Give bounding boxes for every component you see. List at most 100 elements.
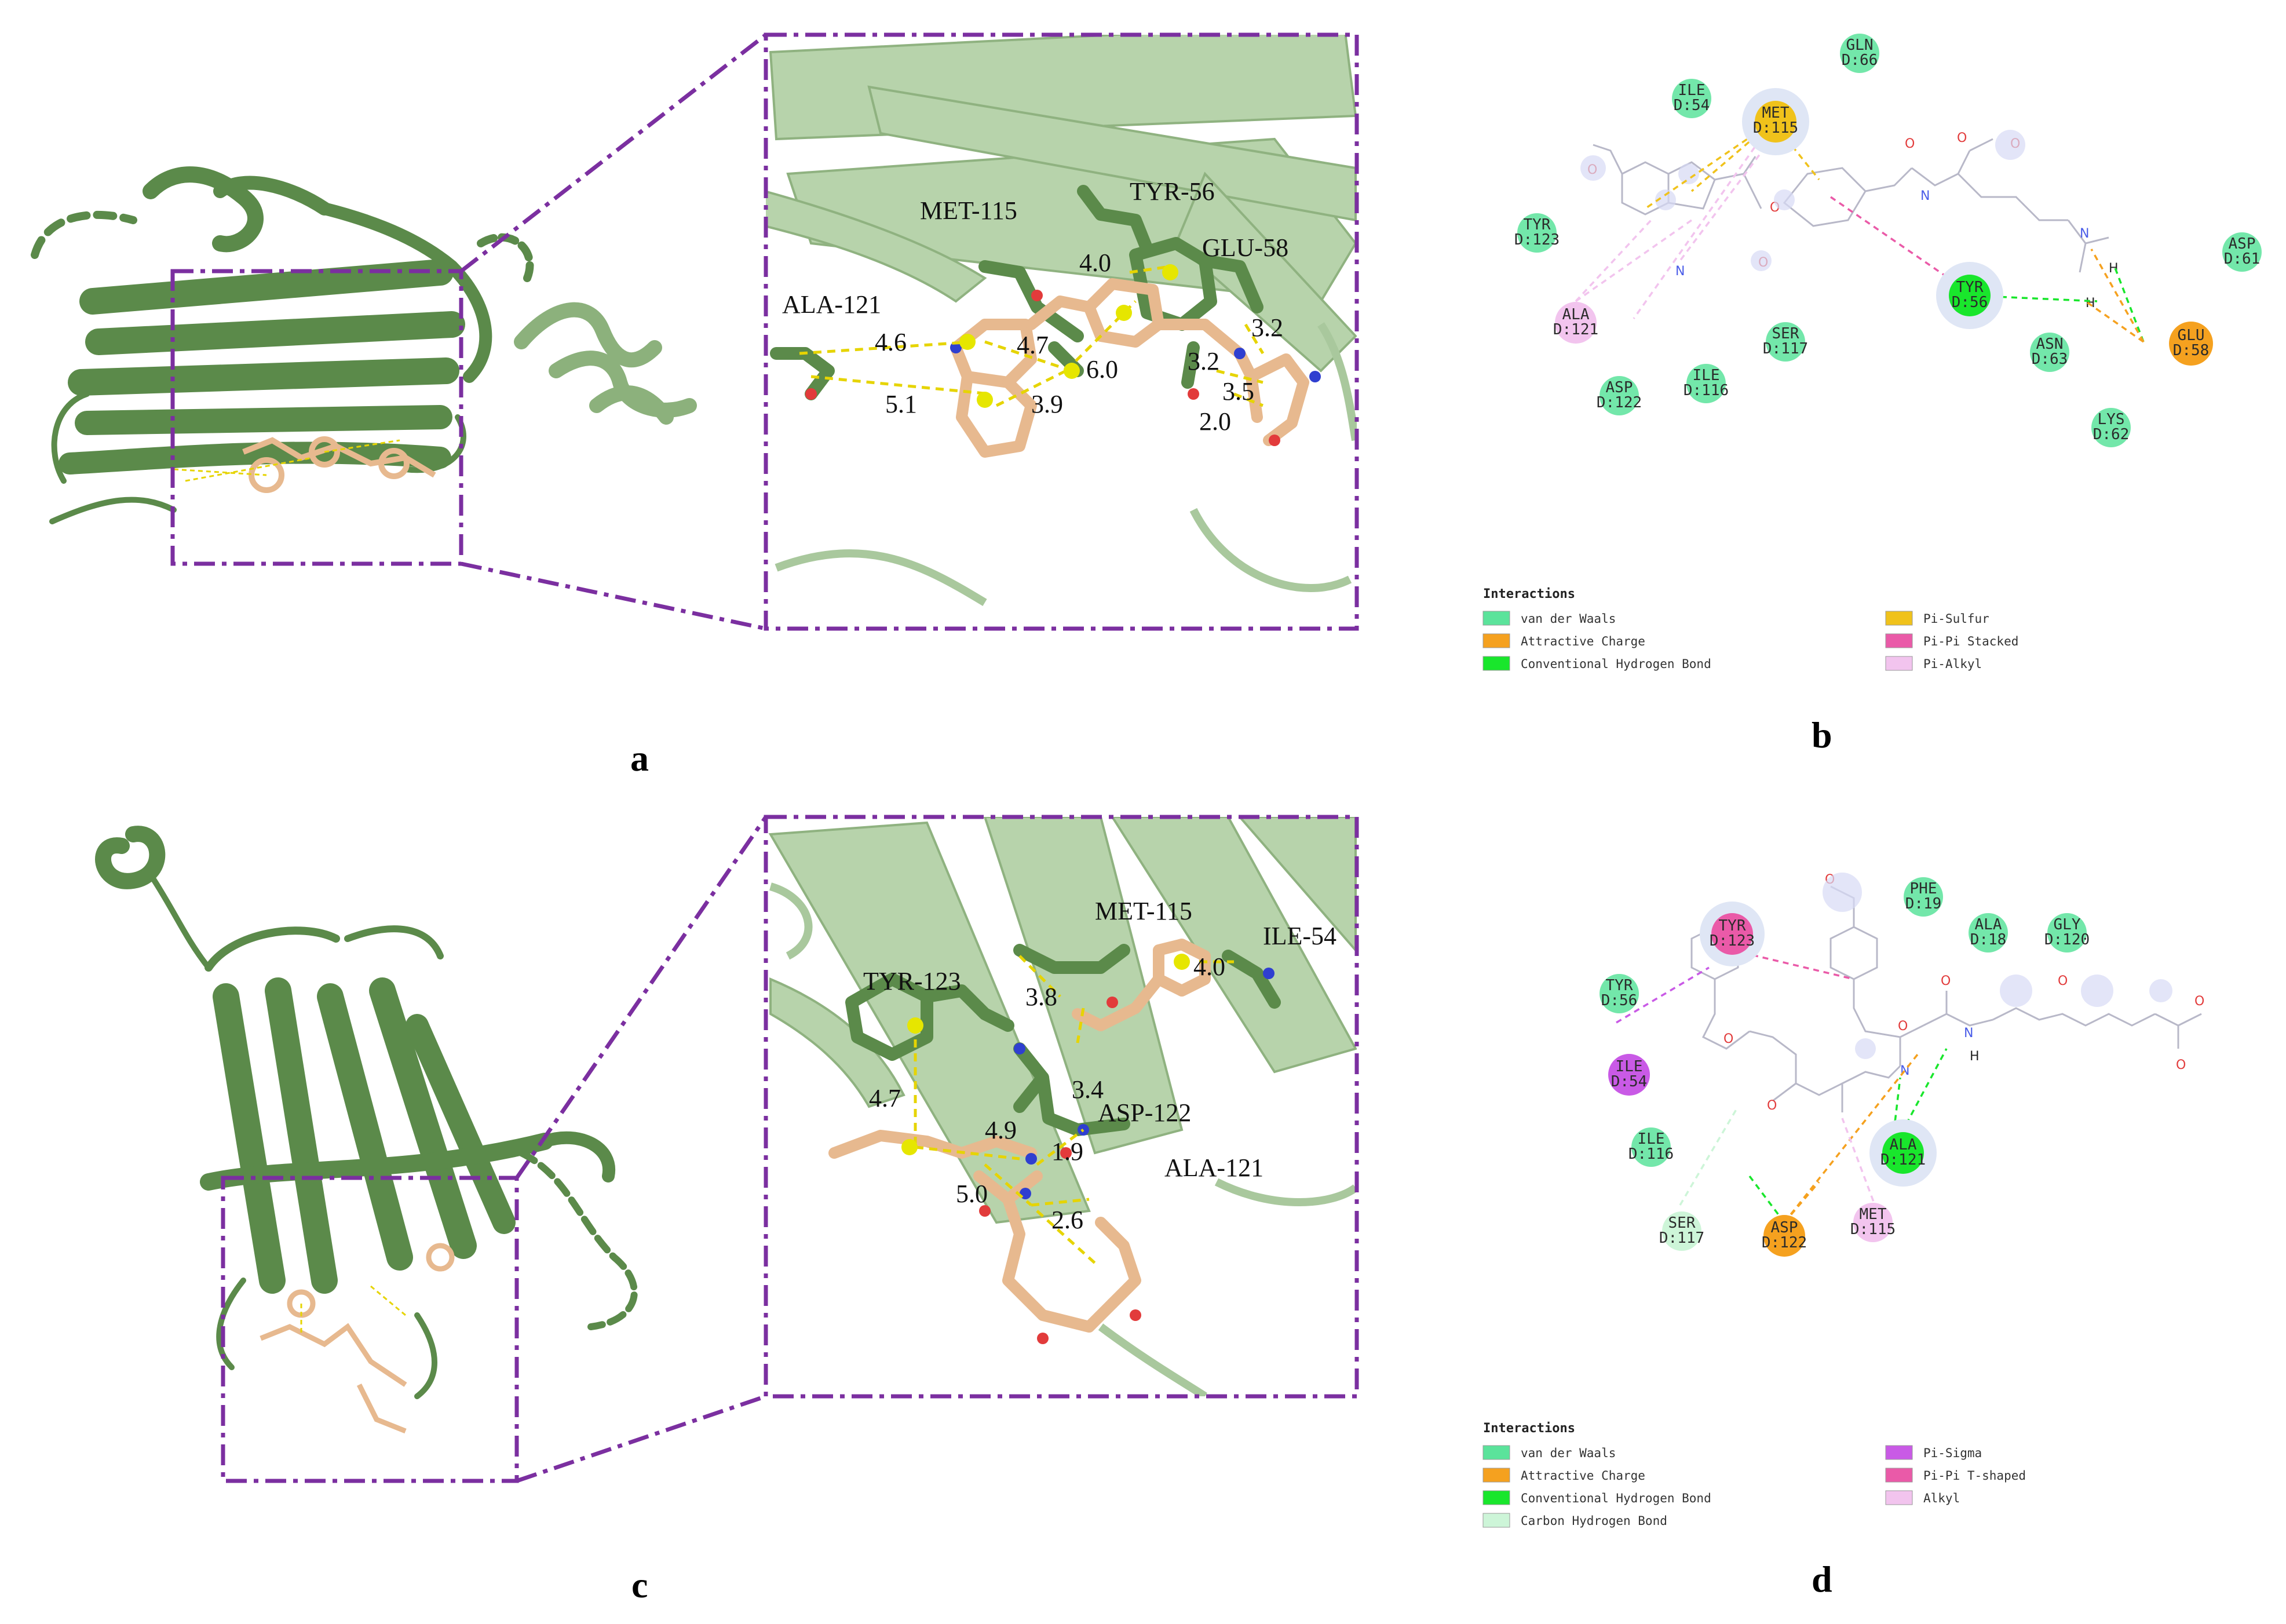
overview-ligand-c <box>260 1243 455 1434</box>
distance-label-a: 3.5 <box>1222 377 1254 406</box>
svg-text:Attractive Charge: Attractive Charge <box>1521 1469 1645 1483</box>
zoom-view-c <box>764 815 1359 1399</box>
svg-text:D:54: D:54 <box>1611 1073 1648 1090</box>
svg-text:GLN: GLN <box>1846 37 1874 54</box>
svg-text:van der Waals: van der Waals <box>1521 1446 1616 1460</box>
panel-b: O N O O N O O O N H H <box>1460 0 2286 805</box>
svg-text:D:54: D:54 <box>1674 97 1710 114</box>
legend-item-d: Pi-Sigma <box>1885 1445 1982 1460</box>
svg-text:Alkyl: Alkyl <box>1923 1491 1960 1505</box>
residue-ball-b: GLN D:66 <box>1840 34 1879 73</box>
svg-text:D:120: D:120 <box>2044 931 2090 948</box>
legend-title-b: Interactions <box>1483 587 1575 601</box>
svg-text:Pi-Alkyl: Pi-Alkyl <box>1923 657 1982 671</box>
svg-text:H: H <box>2086 296 2095 311</box>
zoom-view-a <box>764 32 1359 631</box>
residue-ball-d: SER D:117 <box>1659 1211 1704 1251</box>
svg-text:D:66: D:66 <box>1842 52 1878 69</box>
svg-text:O: O <box>1898 1019 1908 1034</box>
legend-title-d: Interactions <box>1483 1421 1575 1436</box>
svg-text:O: O <box>2194 994 2204 1009</box>
zoom-line-bottom-a <box>461 561 766 631</box>
svg-text:H: H <box>1970 1049 1980 1064</box>
ligand-skeleton-b <box>1593 138 2109 273</box>
panel-label-d: d <box>1812 1559 1832 1600</box>
svg-text:MET: MET <box>1762 104 1790 122</box>
svg-text:Pi-Pi Stacked: Pi-Pi Stacked <box>1923 634 2018 648</box>
legend-item-d: Attractive Charge <box>1482 1468 1645 1483</box>
svg-text:ASN: ASN <box>2036 335 2064 353</box>
svg-text:TYR: TYR <box>1524 216 1551 233</box>
svg-text:O: O <box>1723 1032 1733 1046</box>
ligand-skeleton-d <box>1690 885 2202 1112</box>
svg-text:D:115: D:115 <box>1850 1221 1896 1238</box>
svg-text:Attractive Charge: Attractive Charge <box>1521 634 1645 648</box>
panel-c: MET-115 ILE-54 TYR-123 ASP-122 ALA-121 3… <box>0 805 1402 1624</box>
distance-label-c: 1.9 <box>1051 1137 1083 1166</box>
overview-ligand-a <box>242 436 436 493</box>
svg-text:N: N <box>2080 227 2089 241</box>
overview-box-c <box>221 1176 519 1483</box>
svg-text:TYR: TYR <box>1956 279 1984 296</box>
svg-text:D:123: D:123 <box>1710 932 1755 950</box>
residue-ball-d: ASP D:122 <box>1762 1215 1807 1257</box>
residue-label-ala121-c: ALA-121 <box>1164 1154 1263 1182</box>
legend-item-b: Pi-Pi Stacked <box>1885 633 2018 648</box>
residue-label-ala121-a: ALA-121 <box>782 290 881 319</box>
svg-text:D:115: D:115 <box>1753 119 1798 137</box>
svg-text:N: N <box>1964 1026 1973 1041</box>
overview-contacts-a <box>173 439 400 482</box>
residue-ball-b: TYR D:123 <box>1514 213 1560 253</box>
atom-halos-b <box>1580 130 2025 271</box>
svg-text:ASP: ASP <box>2229 235 2256 253</box>
distance-label-a: 4.7 <box>1017 331 1049 359</box>
residue-ball-b: ASP D:61 <box>2222 232 2262 272</box>
residue-label-glu58-a: GLU-58 <box>1202 233 1288 262</box>
legend-item-b: Pi-Sulfur <box>1885 611 1989 626</box>
residue-ball-b: SER D:117 <box>1763 322 1808 362</box>
distance-label-a: 5.1 <box>885 390 917 418</box>
residue-ball-b: LYS D:62 <box>2091 408 2131 447</box>
distance-label-a: 3.9 <box>1031 390 1063 418</box>
distance-label-c: 4.0 <box>1193 952 1225 981</box>
residue-label-met115-c: MET-115 <box>1095 897 1192 925</box>
residue-ball-d: TYR D:123 <box>1700 902 1765 966</box>
residue-label-tyr123-c: TYR-123 <box>863 967 961 995</box>
residue-ball-b: ALA D:121 <box>1553 302 1598 344</box>
legend-item-d: Conventional Hydrogen Bond <box>1482 1490 1711 1505</box>
residue-ball-b: TYR D:56 <box>1936 262 2003 329</box>
residue-ball-d: TYR D:56 <box>1600 974 1639 1013</box>
distance-label-c: 4.7 <box>869 1084 901 1112</box>
svg-text:D:56: D:56 <box>1601 992 1638 1009</box>
distance-label-c: 3.8 <box>1025 983 1057 1011</box>
svg-text:MET: MET <box>1860 1206 1887 1223</box>
distance-label-a: 4.0 <box>1079 249 1111 277</box>
legend-d: Interactions van der Waals Attractive Ch… <box>1482 1421 2026 1528</box>
svg-text:D:116: D:116 <box>1684 382 1729 399</box>
legend-b: Interactions van der Waals Attractive Ch… <box>1482 587 2018 671</box>
zoom-line-top-c <box>515 816 768 1179</box>
panel-a-figure: MET-115 TYR-56 GLU-58 ALA-121 4.0 4.6 4.… <box>31 32 1359 779</box>
panel-c-figure: MET-115 ILE-54 TYR-123 ASP-122 ALA-121 3… <box>95 815 1359 1605</box>
svg-text:van der Waals: van der Waals <box>1521 612 1616 626</box>
residue-ball-b: GLU D:58 <box>2169 322 2213 366</box>
svg-text:GLU: GLU <box>2178 327 2205 344</box>
svg-text:O: O <box>2058 974 2068 988</box>
legend-item-d: Carbon Hydrogen Bond <box>1482 1513 1667 1528</box>
legend-item-b: Conventional Hydrogen Bond <box>1482 656 1711 671</box>
svg-text:D:18: D:18 <box>1970 931 2007 948</box>
zoom-line-top-a <box>459 33 768 273</box>
svg-text:GLY: GLY <box>2054 916 2081 933</box>
zoom-line-bottom-c <box>516 1394 767 1483</box>
distance-label-c: 5.0 <box>956 1180 988 1208</box>
residue-ball-d: PHE D:19 <box>1904 877 1943 917</box>
svg-text:ILE: ILE <box>1693 367 1720 384</box>
distance-label-a: 6.0 <box>1086 355 1118 384</box>
residue-ball-b: ASN D:63 <box>2030 333 2069 372</box>
residue-label-asp122-c: ASP-122 <box>1098 1099 1191 1127</box>
svg-text:N: N <box>1675 264 1685 279</box>
legend-item-d: Alkyl <box>1885 1490 1960 1505</box>
svg-text:Pi-Sulfur: Pi-Sulfur <box>1923 612 1989 626</box>
residue-ball-b: ILE D:54 <box>1672 79 1711 118</box>
overview-box-a <box>170 269 463 566</box>
